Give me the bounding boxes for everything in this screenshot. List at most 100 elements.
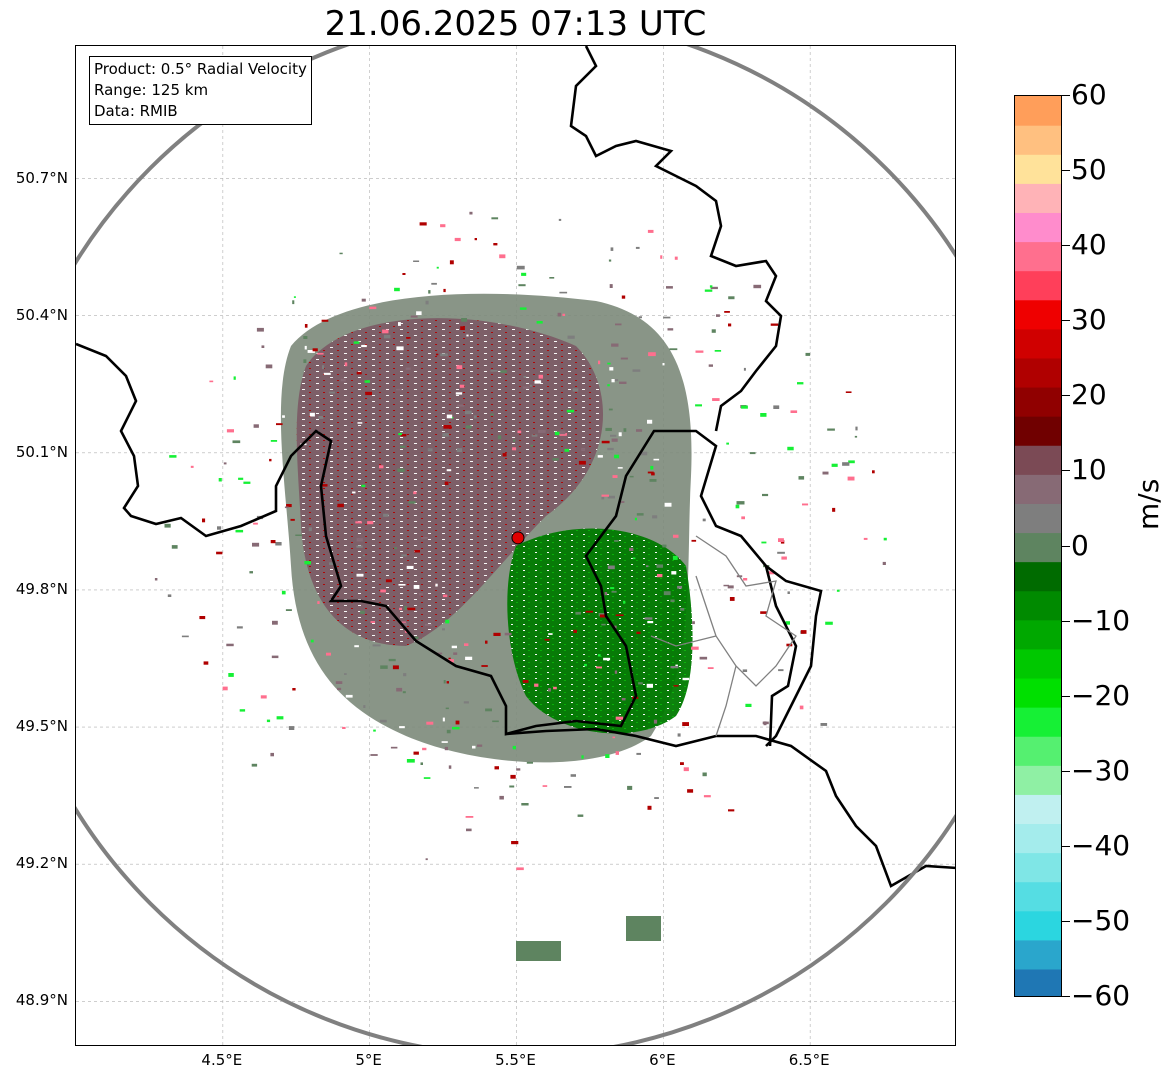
echo-pixel: [398, 433, 402, 436]
echo-pixel: [232, 440, 241, 444]
echo-pixel: [695, 404, 702, 407]
echo-pixel: [499, 795, 504, 800]
echo-pixel: [469, 211, 473, 215]
echo-pixel: [396, 388, 402, 391]
echo-pixel: [621, 698, 626, 701]
colorbar-tick-label: 20: [1071, 378, 1107, 412]
echo-pixel: [704, 289, 713, 292]
echo-pixel: [422, 747, 427, 751]
echo-pixel: [778, 538, 784, 542]
echo-pixel: [559, 433, 567, 436]
echo-pixel: [400, 622, 407, 626]
echo-pixel: [820, 723, 828, 726]
echo-pixel: [640, 451, 648, 456]
echo-pixel: [394, 547, 397, 550]
echo-pixel: [440, 858, 444, 861]
echo-pixel: [682, 677, 690, 681]
echo-pixel: [691, 539, 697, 542]
echo-pixel: [477, 744, 483, 747]
echo-pixel: [526, 761, 533, 764]
echo-pixel: [836, 589, 840, 592]
echo-pixel: [614, 540, 619, 542]
echo-pixel: [670, 258, 678, 262]
echo-pixel: [736, 501, 745, 505]
echo-pixel: [390, 746, 398, 749]
echo-pixel: [249, 569, 253, 574]
echo-pixel: [636, 429, 643, 432]
echo-pixel: [463, 701, 469, 704]
latitude-tick-label: 50.7°N: [15, 168, 68, 187]
echo-pixel: [584, 663, 587, 667]
echo-pixel: [408, 501, 416, 504]
echo-pixel: [465, 425, 472, 429]
echo-pixel: [356, 371, 362, 375]
echo-pixel: [370, 754, 378, 756]
echo-pixel: [209, 380, 214, 383]
echo-pixel: [749, 452, 756, 455]
echo-pixel: [452, 726, 460, 730]
echo-pixel: [410, 315, 418, 318]
echo-pixel: [277, 455, 280, 458]
colorbar-segment: [1015, 677, 1061, 708]
echo-pixel: [445, 707, 449, 710]
echo-pixel: [303, 359, 307, 363]
echo-pixel: [443, 680, 446, 684]
echo-pixel: [785, 621, 790, 625]
echo-pixel: [677, 585, 683, 589]
echo-pixel: [729, 597, 735, 601]
echo-pixel: [847, 476, 855, 481]
echo-pixel: [711, 329, 716, 333]
echo-pixel: [245, 568, 254, 572]
echo-pixel: [383, 513, 389, 517]
echo-pixel: [392, 665, 399, 670]
echo-pixel: [670, 666, 679, 669]
echo-pixel: [426, 721, 434, 725]
echo-pixel: [778, 669, 784, 672]
echo-pixel: [288, 599, 292, 603]
echo-pixel: [293, 296, 296, 298]
echo-pixel: [596, 666, 602, 669]
echo-pixel: [380, 589, 386, 593]
echo-pixel: [243, 481, 251, 484]
echo-pixel: [419, 222, 427, 226]
echo-pixel: [304, 324, 308, 328]
echo-pixel: [317, 352, 324, 355]
echo-pixel: [716, 314, 720, 317]
echo-pixel: [773, 587, 778, 591]
echo-pixel: [456, 365, 463, 370]
latitude-tick-label: 49.2°N: [15, 854, 68, 873]
echo-pixel: [662, 363, 665, 366]
echo-pixel: [570, 774, 576, 777]
colorbar-tick-label: 30: [1071, 303, 1107, 337]
colorbar-segment: [1015, 619, 1061, 650]
echo-pixel: [326, 652, 331, 656]
echo-pixel: [814, 394, 822, 399]
echo-pixel: [253, 424, 259, 428]
latitude-tick-label: 50.1°N: [15, 442, 68, 461]
echo-pixel: [708, 364, 713, 367]
echo-pixel: [345, 694, 353, 698]
echo-pixel: [564, 448, 570, 452]
echo-pixel: [620, 357, 628, 360]
echo-pixel: [657, 574, 663, 578]
echo-pixel: [522, 680, 529, 683]
echo-pixel: [370, 621, 375, 623]
echo-pixel: [222, 686, 228, 691]
echo-pixel: [228, 673, 234, 677]
echo-pixel: [522, 386, 530, 389]
echo-pixel: [796, 404, 799, 408]
echo-pixel: [465, 816, 474, 818]
echo-pixel: [271, 655, 279, 659]
echo-pixel: [288, 726, 295, 730]
colorbar-tick-mark: [1062, 996, 1070, 997]
echo-pixel: [516, 265, 525, 270]
echo-pixel: [312, 348, 318, 352]
echo-pixel: [854, 435, 858, 438]
echo-pixel: [425, 300, 429, 305]
echo-pixel: [361, 298, 366, 302]
echo-pixel: [369, 306, 377, 310]
echo-pixel: [797, 382, 804, 385]
info-product: Product: 0.5° Radial Velocity: [94, 60, 307, 78]
echo-pixel: [636, 513, 644, 516]
echo-pixel: [425, 858, 428, 861]
